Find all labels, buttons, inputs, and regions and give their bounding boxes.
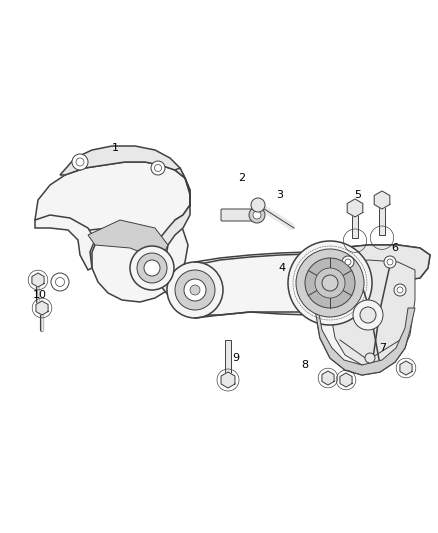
Circle shape: [144, 260, 160, 276]
Text: 10: 10: [33, 290, 47, 300]
Circle shape: [345, 259, 351, 265]
Circle shape: [305, 258, 355, 308]
Polygon shape: [400, 361, 412, 375]
FancyArrowPatch shape: [260, 206, 292, 227]
Circle shape: [190, 285, 200, 295]
FancyBboxPatch shape: [352, 208, 358, 238]
Polygon shape: [330, 260, 415, 365]
Text: 8: 8: [301, 360, 308, 370]
Circle shape: [56, 278, 64, 287]
Circle shape: [335, 287, 341, 293]
Text: 3: 3: [276, 190, 283, 200]
Circle shape: [315, 268, 345, 298]
Circle shape: [167, 262, 223, 318]
Text: 9: 9: [233, 353, 240, 363]
Circle shape: [288, 241, 372, 325]
Circle shape: [175, 270, 215, 310]
Text: 6: 6: [392, 243, 399, 253]
Circle shape: [332, 284, 344, 296]
Polygon shape: [60, 146, 185, 178]
Polygon shape: [155, 168, 190, 295]
Circle shape: [342, 256, 354, 268]
Polygon shape: [347, 199, 363, 217]
Polygon shape: [308, 308, 415, 375]
Polygon shape: [36, 301, 48, 315]
Circle shape: [296, 249, 364, 317]
Circle shape: [365, 353, 375, 363]
Circle shape: [76, 158, 84, 166]
Circle shape: [151, 161, 165, 175]
Circle shape: [137, 253, 167, 283]
Circle shape: [130, 246, 174, 290]
Circle shape: [397, 287, 403, 293]
Polygon shape: [35, 215, 95, 270]
Circle shape: [249, 207, 265, 223]
Circle shape: [251, 198, 265, 212]
Text: 7: 7: [379, 343, 387, 353]
Text: 1: 1: [112, 143, 119, 153]
Polygon shape: [322, 371, 334, 385]
FancyBboxPatch shape: [225, 340, 231, 380]
Polygon shape: [32, 273, 44, 287]
Circle shape: [387, 259, 393, 265]
Polygon shape: [35, 162, 190, 302]
Circle shape: [322, 275, 338, 291]
Circle shape: [155, 165, 162, 172]
Polygon shape: [221, 372, 235, 388]
Circle shape: [253, 211, 261, 219]
Polygon shape: [195, 254, 340, 315]
Polygon shape: [340, 373, 352, 387]
FancyBboxPatch shape: [379, 200, 385, 235]
Circle shape: [360, 307, 376, 323]
Circle shape: [51, 273, 69, 291]
Polygon shape: [308, 245, 430, 375]
Circle shape: [184, 279, 206, 301]
Circle shape: [72, 154, 88, 170]
Text: 2: 2: [238, 173, 246, 183]
Circle shape: [384, 256, 396, 268]
FancyBboxPatch shape: [221, 209, 258, 221]
Polygon shape: [88, 220, 168, 260]
Polygon shape: [374, 191, 390, 209]
Circle shape: [394, 284, 406, 296]
Text: 5: 5: [354, 190, 361, 200]
Circle shape: [353, 300, 383, 330]
Polygon shape: [308, 245, 430, 284]
Text: 4: 4: [279, 263, 286, 273]
